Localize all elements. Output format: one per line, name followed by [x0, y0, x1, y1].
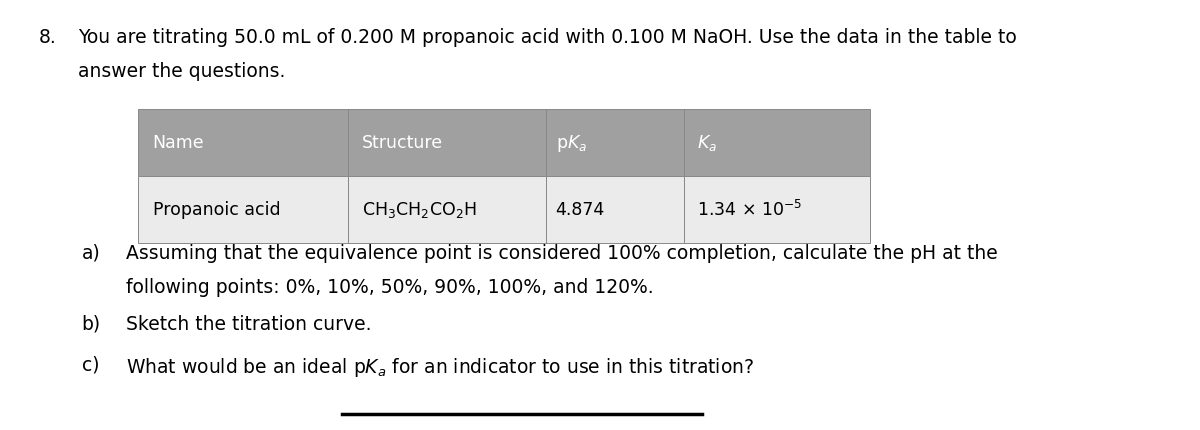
FancyBboxPatch shape: [138, 176, 348, 243]
FancyBboxPatch shape: [546, 110, 684, 176]
Text: CH$_3$CH$_2$CO$_2$H: CH$_3$CH$_2$CO$_2$H: [362, 200, 476, 220]
Text: p$\mathit{K}_\mathit{a}$: p$\mathit{K}_\mathit{a}$: [556, 132, 587, 154]
Text: c): c): [82, 355, 100, 374]
Text: following points: 0%, 10%, 50%, 90%, 100%, and 120%.: following points: 0%, 10%, 50%, 90%, 100…: [126, 277, 654, 296]
Text: 4.874: 4.874: [556, 201, 605, 218]
Text: What would be an ideal p$K_a$ for an indicator to use in this titration?: What would be an ideal p$K_a$ for an ind…: [126, 355, 755, 378]
Text: Assuming that the equivalence point is considered 100% completion, calculate the: Assuming that the equivalence point is c…: [126, 243, 997, 262]
FancyBboxPatch shape: [348, 176, 546, 243]
Text: Name: Name: [152, 134, 204, 152]
Text: answer the questions.: answer the questions.: [78, 62, 286, 81]
Text: $\mathit{K}_\mathit{a}$: $\mathit{K}_\mathit{a}$: [697, 133, 718, 153]
Text: Propanoic acid: Propanoic acid: [152, 201, 281, 218]
Text: Structure: Structure: [362, 134, 443, 152]
Text: b): b): [82, 314, 101, 333]
FancyBboxPatch shape: [138, 110, 348, 176]
Text: a): a): [82, 243, 101, 262]
FancyBboxPatch shape: [684, 176, 870, 243]
Text: 8.: 8.: [38, 28, 56, 47]
FancyBboxPatch shape: [348, 110, 546, 176]
Text: You are titrating 50.0 mL of 0.200 M propanoic acid with 0.100 M NaOH. Use the d: You are titrating 50.0 mL of 0.200 M pro…: [78, 28, 1016, 47]
FancyBboxPatch shape: [546, 176, 684, 243]
Text: 1.34 $\times$ 10$^{-5}$: 1.34 $\times$ 10$^{-5}$: [697, 200, 803, 220]
FancyBboxPatch shape: [684, 110, 870, 176]
Text: Sketch the titration curve.: Sketch the titration curve.: [126, 314, 372, 333]
